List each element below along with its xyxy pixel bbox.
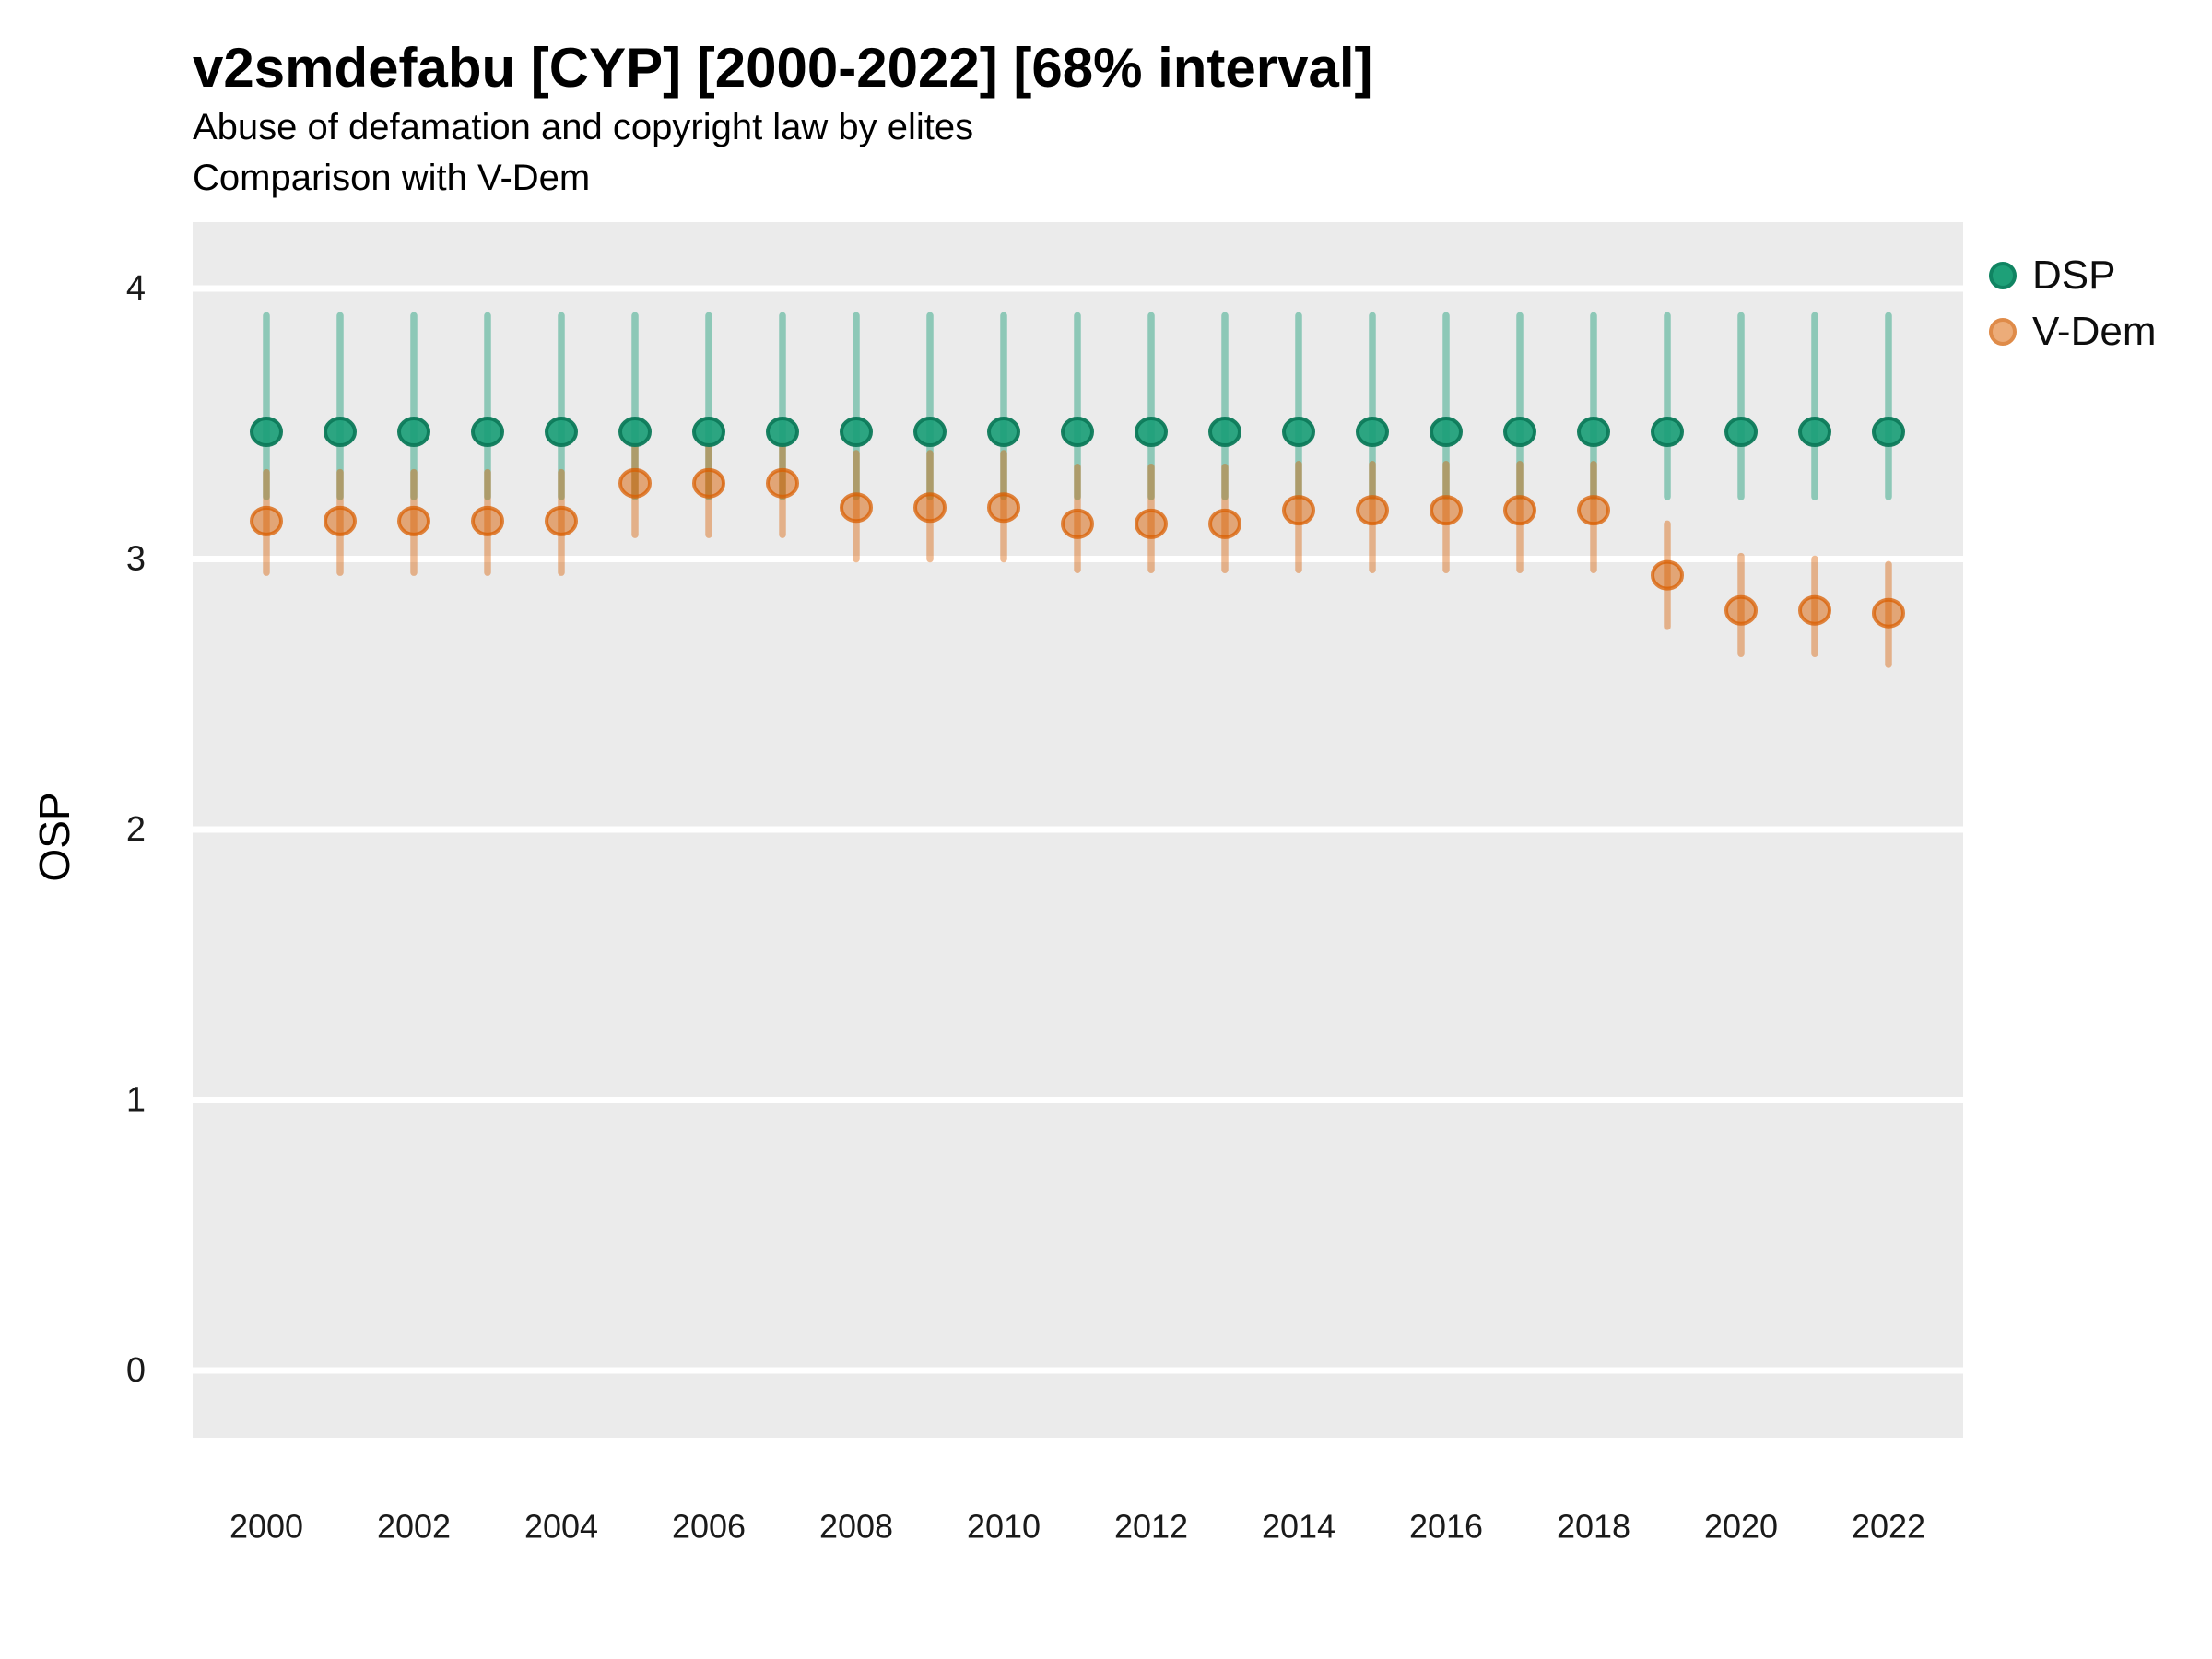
point-v-dem-2006 xyxy=(692,467,725,499)
point-v-dem-2014 xyxy=(1282,495,1315,526)
point-dsp-2016 xyxy=(1430,417,1463,448)
y-tick-label-3: 3 xyxy=(126,540,146,579)
y-tick-label-0: 0 xyxy=(126,1351,146,1390)
x-tick-label-2000: 2000 xyxy=(229,1508,303,1546)
point-v-dem-2018 xyxy=(1577,495,1610,526)
point-dsp-2004 xyxy=(545,417,578,448)
legend-item-dsp: DSP xyxy=(1989,248,2115,303)
point-v-dem-2010 xyxy=(987,492,1020,524)
point-v-dem-2002 xyxy=(397,505,430,536)
legend-item-vdem: V-Dem xyxy=(1989,304,2156,359)
point-v-dem-2012 xyxy=(1135,508,1168,539)
point-v-dem-2001 xyxy=(324,505,357,536)
chart-subtitle-line2: Comparison with V-Dem xyxy=(193,158,591,198)
point-dsp-2022 xyxy=(1872,417,1905,448)
point-dsp-2014 xyxy=(1282,417,1315,448)
point-v-dem-2007 xyxy=(766,467,799,499)
point-dsp-2005 xyxy=(618,417,652,448)
point-dsp-2010 xyxy=(987,417,1020,448)
point-v-dem-2015 xyxy=(1356,495,1389,526)
x-tick-label-2006: 2006 xyxy=(672,1508,746,1546)
dsp-legend-dot-icon xyxy=(1989,262,2017,289)
vdem-legend-dot-icon xyxy=(1989,318,2017,346)
x-tick-label-2008: 2008 xyxy=(819,1508,893,1546)
point-dsp-2015 xyxy=(1356,417,1389,448)
point-dsp-2008 xyxy=(840,417,873,448)
y-tick-label-4: 4 xyxy=(126,269,146,308)
point-dsp-2009 xyxy=(913,417,947,448)
point-dsp-2011 xyxy=(1061,417,1094,448)
point-dsp-2000 xyxy=(250,417,283,448)
point-v-dem-2017 xyxy=(1503,495,1536,526)
point-v-dem-2022 xyxy=(1872,597,1905,629)
chart-title: v2smdefabu [CYP] [2000-2022] [68% interv… xyxy=(193,37,1373,99)
point-dsp-2001 xyxy=(324,417,357,448)
point-v-dem-2000 xyxy=(250,505,283,536)
legend-label-dsp: DSP xyxy=(2032,253,2116,298)
x-tick-label-2012: 2012 xyxy=(1114,1508,1188,1546)
point-dsp-2002 xyxy=(397,417,430,448)
x-tick-label-2002: 2002 xyxy=(377,1508,451,1546)
point-dsp-2020 xyxy=(1724,417,1758,448)
point-dsp-2013 xyxy=(1208,417,1241,448)
point-dsp-2021 xyxy=(1798,417,1831,448)
point-dsp-2018 xyxy=(1577,417,1610,448)
x-tick-label-2014: 2014 xyxy=(1262,1508,1335,1546)
point-v-dem-2020 xyxy=(1724,594,1758,626)
x-tick-label-2020: 2020 xyxy=(1704,1508,1778,1546)
x-tick-label-2018: 2018 xyxy=(1557,1508,1630,1546)
point-v-dem-2011 xyxy=(1061,508,1094,539)
point-v-dem-2008 xyxy=(840,492,873,524)
point-v-dem-2004 xyxy=(545,505,578,536)
point-v-dem-2003 xyxy=(471,505,504,536)
legend-label-vdem: V-Dem xyxy=(2032,309,2157,354)
x-tick-label-2010: 2010 xyxy=(967,1508,1041,1546)
point-dsp-2007 xyxy=(766,417,799,448)
y-tick-label-1: 1 xyxy=(126,1081,146,1120)
point-dsp-2019 xyxy=(1651,417,1684,448)
chart-subtitle: Abuse of defamation and copyright law by… xyxy=(193,107,974,147)
point-dsp-2012 xyxy=(1135,417,1168,448)
y-tick-label-2: 2 xyxy=(126,810,146,849)
x-tick-label-2016: 2016 xyxy=(1409,1508,1483,1546)
point-v-dem-2013 xyxy=(1208,508,1241,539)
point-v-dem-2005 xyxy=(618,467,652,499)
point-v-dem-2016 xyxy=(1430,495,1463,526)
point-dsp-2017 xyxy=(1503,417,1536,448)
point-dsp-2003 xyxy=(471,417,504,448)
point-v-dem-2021 xyxy=(1798,594,1831,626)
x-tick-label-2022: 2022 xyxy=(1852,1508,1925,1546)
point-v-dem-2019 xyxy=(1651,559,1684,591)
x-tick-label-2004: 2004 xyxy=(524,1508,598,1546)
point-v-dem-2009 xyxy=(913,492,947,524)
point-dsp-2006 xyxy=(692,417,725,448)
